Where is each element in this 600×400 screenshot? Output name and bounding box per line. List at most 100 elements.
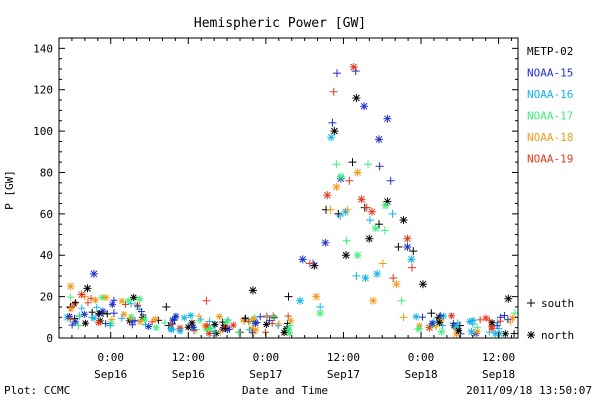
south-point	[256, 313, 264, 321]
north-point	[407, 255, 416, 264]
south-point	[305, 259, 314, 268]
north-point	[383, 114, 392, 123]
north-point	[488, 324, 496, 332]
north-marker-icon	[527, 331, 535, 339]
south-point	[275, 320, 283, 328]
marker-legend-label: north	[541, 329, 574, 342]
south-marker-icon	[527, 299, 535, 307]
north-point	[435, 319, 443, 327]
south-point	[80, 292, 89, 301]
south-point	[375, 220, 384, 229]
north-point	[412, 313, 420, 321]
south-point	[109, 309, 118, 318]
north-point	[189, 323, 197, 331]
north-point	[80, 310, 88, 318]
north-point	[361, 274, 370, 282]
north-point	[215, 313, 223, 321]
south-point	[399, 313, 408, 322]
north-point	[415, 325, 423, 333]
south-point	[142, 321, 150, 329]
north-point	[373, 269, 382, 278]
north-point	[207, 324, 215, 332]
south-point	[78, 304, 86, 312]
north-point	[172, 312, 180, 320]
north-point	[375, 135, 384, 144]
south-point	[388, 209, 397, 218]
north-point	[353, 251, 362, 260]
south-point	[148, 318, 156, 326]
north-point	[501, 330, 509, 338]
north-point	[108, 300, 116, 308]
north-point	[371, 224, 380, 233]
south-point	[432, 323, 440, 331]
north-point	[403, 242, 412, 251]
data-points	[63, 62, 519, 338]
south-point	[133, 302, 141, 310]
x-axis-ticks: 0:00 Sep16 12:00 Sep16 0:00 Sep17 12:00 Sep17 0:…	[71, 38, 515, 381]
north-point	[403, 234, 412, 243]
north-point	[223, 318, 231, 326]
south-point	[365, 216, 374, 225]
south-point	[103, 310, 111, 318]
south-point	[380, 226, 389, 235]
south-point	[386, 176, 395, 185]
south-point	[168, 320, 176, 328]
south-point	[345, 176, 354, 185]
marker-legend-label: south	[541, 297, 574, 310]
south-point	[121, 300, 129, 308]
x-axis-label: Date and Time	[242, 384, 328, 397]
chart-title: Hemispheric Power [GW]	[194, 16, 366, 31]
south-point	[274, 322, 282, 330]
north-point	[367, 207, 376, 216]
north-point	[330, 127, 339, 136]
north-point	[95, 319, 103, 327]
north-point	[399, 216, 408, 225]
y-axis-ticks: 0 20 40 60 80 100 120 140	[33, 42, 518, 345]
south-point	[362, 203, 371, 212]
south-point	[225, 325, 233, 333]
south-point	[342, 236, 351, 245]
south-point	[504, 316, 512, 324]
south-point	[74, 321, 83, 330]
north-point	[70, 300, 78, 308]
legend: METP-02 NOAA-15 NOAA-16 NOAA-17 NOAA-18 NOAA-…	[527, 45, 573, 166]
north-point	[336, 172, 345, 181]
north-point	[332, 182, 341, 191]
legend-entry: NOAA-15	[527, 67, 573, 80]
y-tick-label: 60	[40, 208, 53, 221]
north-point	[187, 311, 195, 319]
north-point	[180, 314, 188, 322]
footer-credit: Plot: CCMC	[4, 384, 70, 397]
north-point	[285, 325, 293, 333]
y-tick-label: 80	[40, 166, 53, 179]
x-tick-date-label: Sep16	[94, 368, 127, 381]
south-point	[242, 314, 250, 322]
south-point	[76, 312, 84, 320]
north-point	[90, 314, 98, 322]
south-point	[197, 315, 205, 323]
north-point	[298, 255, 307, 264]
north-point	[473, 328, 481, 336]
south-point	[221, 324, 229, 332]
south-point	[510, 330, 518, 338]
north-point	[77, 290, 86, 299]
north-point	[323, 191, 332, 200]
south-point	[394, 242, 403, 251]
north-point	[83, 284, 92, 293]
south-point	[328, 118, 337, 127]
north-point	[327, 133, 336, 142]
south-point	[336, 211, 345, 220]
north-point	[66, 282, 75, 291]
footer-timestamp: 2011/09/18 13:50:07	[466, 384, 592, 397]
north-point	[341, 207, 350, 216]
south-point	[284, 292, 293, 301]
north-point	[310, 261, 319, 270]
north-point	[251, 319, 259, 327]
north-point	[369, 296, 378, 305]
south-point	[108, 315, 116, 323]
south-point	[68, 321, 76, 329]
north-point	[81, 319, 89, 327]
south-point	[473, 323, 481, 331]
north-point	[127, 313, 135, 321]
south-point	[409, 247, 418, 256]
